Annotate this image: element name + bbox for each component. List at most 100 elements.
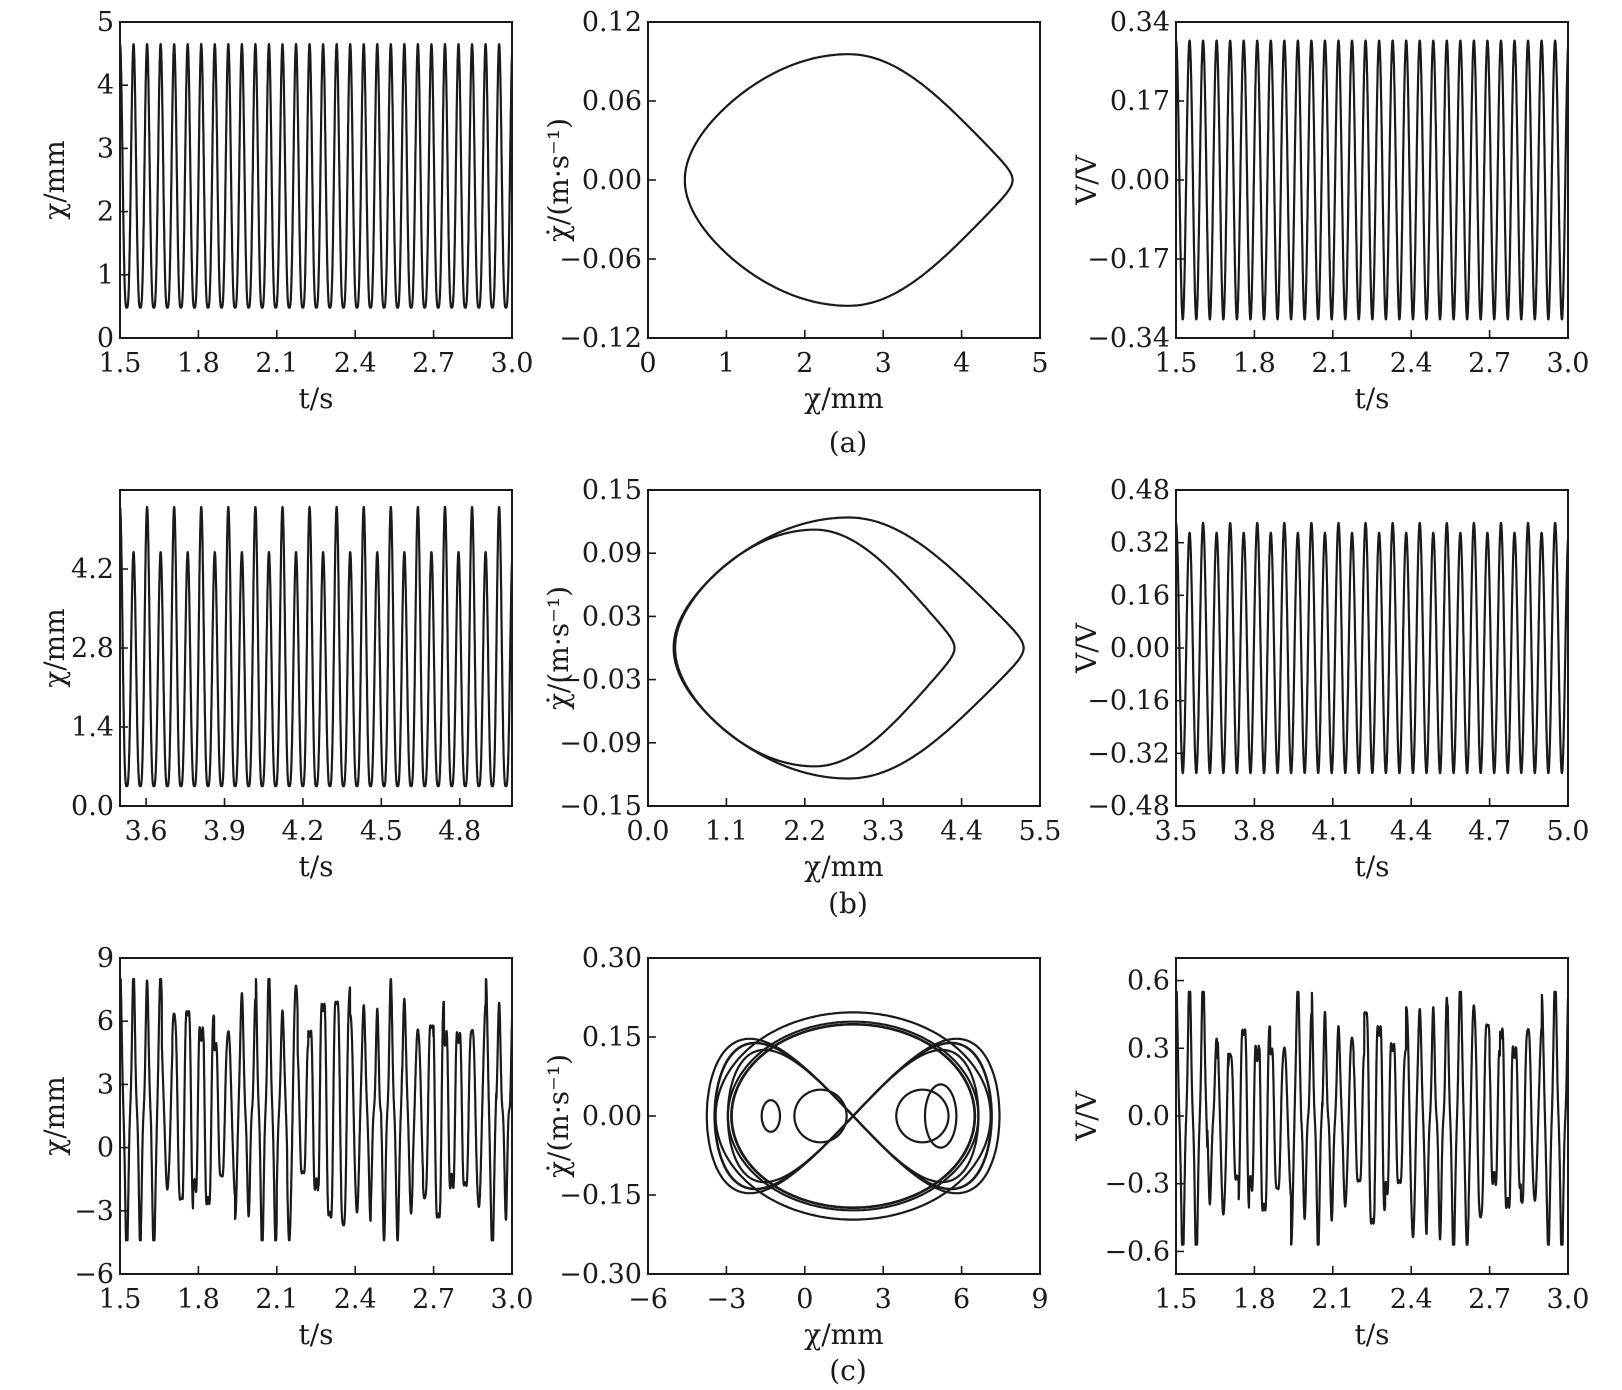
y-tick-label: 2: [97, 197, 114, 228]
x-tick-label: 2.4: [334, 348, 377, 379]
y-tick-label: −0.15: [559, 1180, 642, 1211]
y-tick-label: −0.48: [1087, 791, 1170, 822]
y-axis-label: V/V: [1070, 1090, 1103, 1142]
y-tick-label: 0.09: [582, 538, 642, 569]
chart-b2: 0.0 1.1 2.2 3.3 4.4 5.5 −0.15 −0.09 −0.03 0.03 0.0…: [542, 475, 1061, 883]
y-tick-label: 0.3: [1127, 1033, 1170, 1064]
y-tick-label: 0.03: [582, 601, 642, 632]
x-tick-label: 3.8: [1233, 816, 1276, 847]
x-tick-label: 4: [953, 348, 970, 379]
y-tick-label: −0.16: [1087, 686, 1170, 717]
y-tick-label: 0.30: [582, 943, 642, 974]
y-tick-label: 0.6: [1127, 966, 1170, 997]
x-tick-label: 2.7: [1468, 348, 1511, 379]
x-tick-label: 0: [639, 348, 656, 379]
y-tick-label: 3: [97, 133, 114, 164]
plot-frame: [647, 489, 1041, 807]
x-tick-label: 3: [875, 1284, 892, 1315]
x-tick-label: 1.5: [1155, 1284, 1198, 1315]
y-tick-label: 0.16: [1110, 580, 1170, 611]
y-tick-label: 4: [97, 70, 114, 101]
x-tick-label: 3.0: [1547, 348, 1590, 379]
y-tick-label: 0: [97, 1133, 114, 1164]
x-tick-label: 2.4: [334, 1284, 377, 1315]
x-tick-label: 2.1: [1311, 1284, 1354, 1315]
y-tick-label: 0.15: [582, 1022, 642, 1053]
data-trace-c2-4: [705, 1037, 1001, 1195]
x-axis-label: χ/mm: [804, 1318, 884, 1351]
y-tick-label: 4.2: [71, 554, 114, 585]
x-tick-label: 1.5: [99, 1284, 142, 1315]
data-trace-c2-11: [923, 1083, 958, 1149]
y-tick-label: 0.0: [71, 791, 114, 822]
panel-label-c: (c): [829, 1354, 867, 1387]
x-tick-label: 2.1: [255, 348, 298, 379]
chart-b3: 3.5 3.8 4.1 4.4 4.7 5.0 −0.48 −0.32 −0.16 0.00 0.1…: [1070, 475, 1589, 883]
x-tick-label: 0.0: [627, 816, 670, 847]
x-axis-label: t/s: [1354, 850, 1389, 883]
y-tick-label: 1.4: [71, 712, 114, 743]
y-tick-label: 0.48: [1110, 475, 1170, 506]
y-tick-label: 0.17: [1110, 86, 1170, 117]
plot-frame: [647, 21, 1041, 339]
x-axis-label: t/s: [298, 850, 333, 883]
x-axis-label: χ/mm: [804, 382, 884, 415]
x-tick-label: 1.1: [705, 816, 748, 847]
x-tick-label: −6: [628, 1284, 668, 1315]
x-tick-label: 3.3: [862, 816, 905, 847]
data-trace-b2-1: [672, 516, 1025, 780]
data-trace-b2-0: [674, 528, 956, 768]
x-axis-label: t/s: [1354, 382, 1389, 415]
data-trace-c1-0: [120, 978, 512, 1242]
x-tick-label: 9: [1031, 1284, 1048, 1315]
y-tick-label: −0.17: [1087, 244, 1170, 275]
y-tick-label: −0.30: [559, 1259, 642, 1290]
x-tick-label: 2.7: [412, 348, 455, 379]
chart-c1: 1.5 1.8 2.1 2.4 2.7 3.0 −6 −3 0 3 6 9 t/s χ/mm: [38, 943, 533, 1351]
y-tick-label: −0.6: [1104, 1236, 1170, 1267]
x-tick-label: 1.8: [1233, 1284, 1276, 1315]
y-tick-label: 0.00: [1110, 165, 1170, 196]
chart-c2: −6 −3 0 3 6 9 −0.30 −0.15 0.00 0.15 0.30 χ/mm χ̇/(m·…: [542, 943, 1049, 1351]
x-tick-label: 4.2: [281, 816, 324, 847]
y-tick-label: 0.00: [1110, 633, 1170, 664]
data-trace-b1-0: [120, 505, 512, 788]
x-tick-label: 1.8: [177, 348, 220, 379]
y-tick-label: −0.34: [1087, 323, 1170, 354]
x-tick-label: 2.7: [412, 1284, 455, 1315]
y-tick-label: −3: [74, 1196, 114, 1227]
x-tick-label: 3.0: [491, 1284, 534, 1315]
x-tick-label: 4.1: [1311, 816, 1354, 847]
x-tick-label: 5.0: [1547, 816, 1590, 847]
x-tick-label: 2.2: [783, 816, 826, 847]
x-tick-label: 4.4: [1390, 816, 1433, 847]
x-tick-label: 1.8: [1233, 348, 1276, 379]
data-trace-a2-0: [683, 53, 1014, 307]
x-tick-label: 1.5: [1155, 348, 1198, 379]
chart-b1: 3.6 3.9 4.2 4.5 4.80.01.42.84.2t/sχ/mm: [38, 489, 513, 883]
y-tick-label: 0.15: [582, 475, 642, 506]
y-axis-label: χ̇/(m·s⁻¹): [542, 1054, 575, 1178]
y-tick-label: −0.3: [1104, 1169, 1170, 1200]
x-tick-label: 1: [718, 348, 735, 379]
y-axis-label: χ/mm: [38, 140, 71, 220]
panel-label-a: (a): [829, 426, 868, 459]
data-trace-c2-9: [793, 1088, 848, 1144]
x-axis-label: χ/mm: [804, 850, 884, 883]
data-trace-a1-0: [120, 43, 512, 309]
y-tick-label: −0.03: [559, 665, 642, 696]
data-trace-a3-0: [1176, 39, 1568, 321]
data-trace-c2-8: [760, 1099, 782, 1133]
x-tick-label: 2.4: [1390, 1284, 1433, 1315]
x-axis-label: t/s: [1354, 1318, 1389, 1351]
x-axis-label: t/s: [298, 382, 333, 415]
y-axis-label: χ̇/(m·s⁻¹): [542, 118, 575, 242]
x-tick-label: 4.5: [360, 816, 403, 847]
x-tick-label: 5.5: [1019, 816, 1062, 847]
x-tick-label: 3.9: [203, 816, 246, 847]
x-tick-label: 2.7: [1468, 1284, 1511, 1315]
y-tick-label: 0.00: [582, 165, 642, 196]
chart-a3: 1.5 1.8 2.1 2.4 2.7 3.0 −0.34 −0.17 0.00 0.17 0.34…: [1070, 7, 1589, 415]
x-tick-label: 3: [875, 348, 892, 379]
x-tick-label: 4.8: [438, 816, 481, 847]
